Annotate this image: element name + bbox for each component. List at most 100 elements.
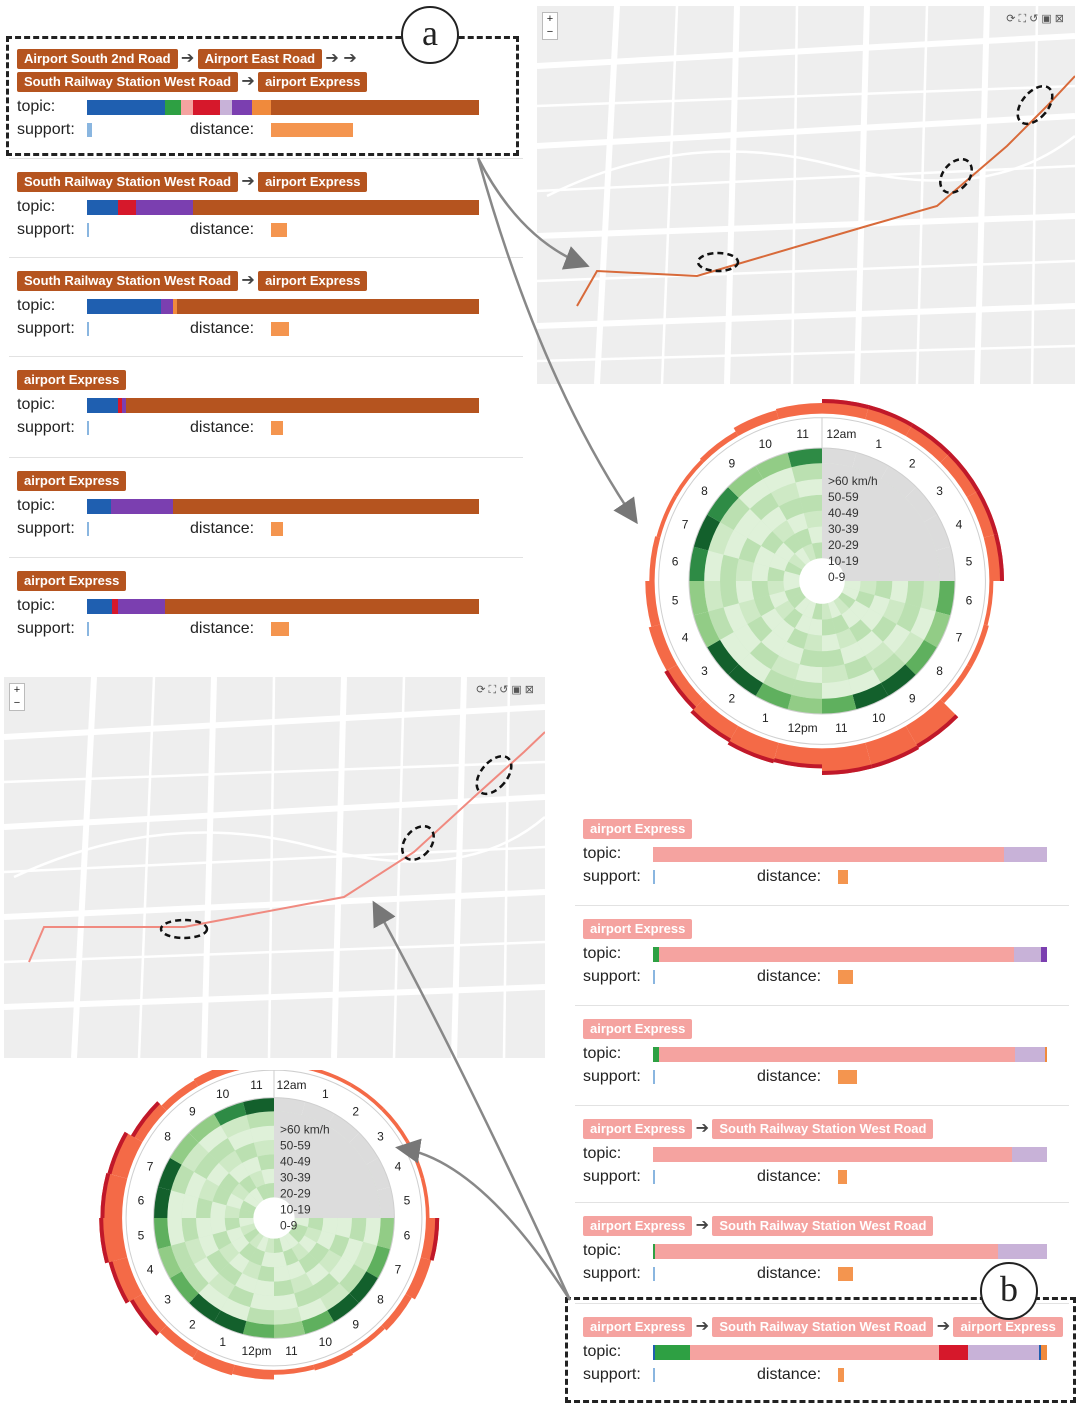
outer-bar-cap	[993, 533, 1005, 581]
hour-label: 12am	[826, 427, 856, 441]
outer-bar	[307, 1070, 314, 1072]
heat-cell	[198, 1179, 219, 1202]
hour-label: 8	[377, 1293, 384, 1307]
road-chip[interactable]: airport Express	[17, 370, 127, 390]
hour-label: 1	[762, 711, 769, 725]
topic-segment	[654, 1244, 998, 1259]
road-chip[interactable]: airport Express	[583, 1019, 693, 1039]
route-card[interactable]: airport Express topic: support: distance:	[17, 370, 517, 460]
road-chip[interactable]: airport Express	[953, 1317, 1063, 1337]
hour-ring-cell	[693, 514, 720, 551]
road-chip[interactable]: airport Express	[17, 571, 127, 591]
restore-icon[interactable]: ↺	[1029, 13, 1042, 25]
route-card[interactable]: airport Express ➔ South Railway Station We…	[583, 1216, 1063, 1306]
heat-cell	[242, 1156, 262, 1176]
zoom-icon[interactable]: ⛶	[1018, 13, 1030, 25]
route-card[interactable]: airport Express ➔ South Railway Station We…	[583, 1317, 1063, 1407]
road-chip[interactable]: airport Express	[583, 819, 693, 839]
route-card[interactable]: airport Express topic: support: distance:	[583, 819, 1063, 909]
road-chip[interactable]: Airport South 2nd Road	[17, 49, 178, 69]
road-chip[interactable]: airport Express	[583, 919, 693, 939]
zoom-in-button[interactable]: +	[13, 684, 21, 696]
refresh-icon[interactable]: ⟳	[476, 684, 489, 696]
heat-cell	[874, 581, 893, 600]
save-icon[interactable]: ▣	[1041, 13, 1055, 25]
hour-label: 5	[672, 593, 679, 607]
map-toolbox[interactable]: ⟳⛶↺▣⊠	[1006, 12, 1067, 26]
zoom-out-button[interactable]: −	[546, 26, 554, 38]
outer-bar	[664, 664, 704, 710]
zoom-out-button[interactable]: −	[13, 697, 21, 709]
hour-label: 6	[672, 555, 679, 569]
close-icon[interactable]: ⊠	[1054, 13, 1067, 25]
map-bottom[interactable]: + − ⟳⛶↺▣⊠	[4, 677, 545, 1058]
road-chip[interactable]: South Railway Station West Road	[17, 271, 239, 291]
hour-label: 6	[138, 1193, 145, 1207]
distance-bar	[271, 421, 283, 435]
outer-bar	[822, 742, 873, 775]
road-chip[interactable]: airport Express	[258, 271, 368, 291]
zoom-icon[interactable]: ⛶	[488, 684, 500, 696]
road-chip[interactable]: Airport East Road	[197, 49, 323, 69]
road-chip[interactable]: airport Express	[17, 471, 127, 491]
heat-cell	[783, 608, 803, 629]
heat-cell	[778, 497, 804, 521]
road-chip[interactable]: South Railway Station West Road	[712, 1216, 934, 1236]
heat-cell	[194, 1152, 219, 1180]
outer-bar	[108, 1257, 143, 1304]
heat-cell	[243, 1228, 260, 1243]
support-bar	[653, 1267, 655, 1281]
heat-cell	[257, 1265, 274, 1282]
map-top[interactable]: + − ⟳⛶↺▣⊠	[537, 6, 1075, 384]
road-chip[interactable]: airport Express	[583, 1216, 693, 1236]
route-card[interactable]: South Railway Station West Road ➔ airport …	[17, 271, 517, 361]
zoom-control[interactable]: + −	[9, 683, 25, 711]
route-card[interactable]: airport Express ➔ South Railway Station We…	[583, 1119, 1063, 1209]
outer-bar	[159, 1325, 199, 1358]
zoom-control[interactable]: + −	[542, 12, 558, 40]
hour-label: 1	[875, 437, 882, 451]
road-chip[interactable]: South Railway Station West Road	[17, 72, 239, 92]
road-chip[interactable]: South Railway Station West Road	[712, 1317, 934, 1337]
zoom-in-button[interactable]: +	[546, 13, 554, 25]
hour-label: 12pm	[788, 721, 818, 735]
road-chip[interactable]: airport Express	[583, 1317, 693, 1337]
outer-bar-cap	[107, 1131, 129, 1175]
map-toolbox[interactable]: ⟳⛶↺▣⊠	[476, 683, 537, 697]
heat-cell	[771, 482, 800, 507]
topic-segment	[87, 398, 119, 413]
speed-legend-label: 30-39	[280, 1170, 311, 1184]
route-card[interactable]: airport Express topic: support: distance:	[17, 471, 517, 561]
route-card[interactable]: South Railway Station West Road ➔ airport …	[17, 172, 517, 262]
heat-cell	[802, 543, 817, 562]
close-icon[interactable]: ⊠	[524, 684, 537, 696]
hour-label: 2	[352, 1105, 359, 1119]
route-segment-line: airport Express	[583, 919, 693, 939]
road-chip[interactable]: airport Express	[583, 1119, 693, 1139]
distance-label: distance:	[190, 320, 255, 337]
heat-cell	[704, 550, 724, 581]
support-label: support:	[583, 1168, 641, 1185]
heat-cell	[196, 1218, 213, 1239]
hour-ring-cell	[349, 1132, 379, 1165]
speed-legend-label: 0-9	[280, 1218, 298, 1232]
road-chip[interactable]: South Railway Station West Road	[712, 1119, 934, 1139]
topic-bar	[653, 1147, 1047, 1162]
heat-cell	[795, 479, 822, 498]
route-card[interactable]: airport Express topic: support: distance:	[17, 571, 517, 661]
support-bar	[653, 870, 655, 884]
route-card[interactable]: airport Express topic: support: distance:	[583, 1019, 1063, 1109]
road-chip[interactable]: airport Express	[258, 172, 368, 192]
restore-icon[interactable]: ↺	[499, 684, 512, 696]
save-icon[interactable]: ▣	[511, 684, 525, 696]
route-card[interactable]: airport Express topic: support: distance:	[583, 919, 1063, 1009]
refresh-icon[interactable]: ⟳	[1006, 13, 1019, 25]
road-chip[interactable]: airport Express	[258, 72, 368, 92]
road-chip[interactable]: South Railway Station West Road	[17, 172, 239, 192]
heat-cell	[840, 641, 866, 665]
heat-cell	[844, 655, 873, 680]
outer-bar	[775, 402, 822, 420]
distance-label: distance:	[190, 620, 255, 637]
route-card[interactable]: Airport South 2nd Road ➔ Airport East Road…	[17, 49, 517, 139]
distance-label: distance:	[757, 1366, 822, 1383]
